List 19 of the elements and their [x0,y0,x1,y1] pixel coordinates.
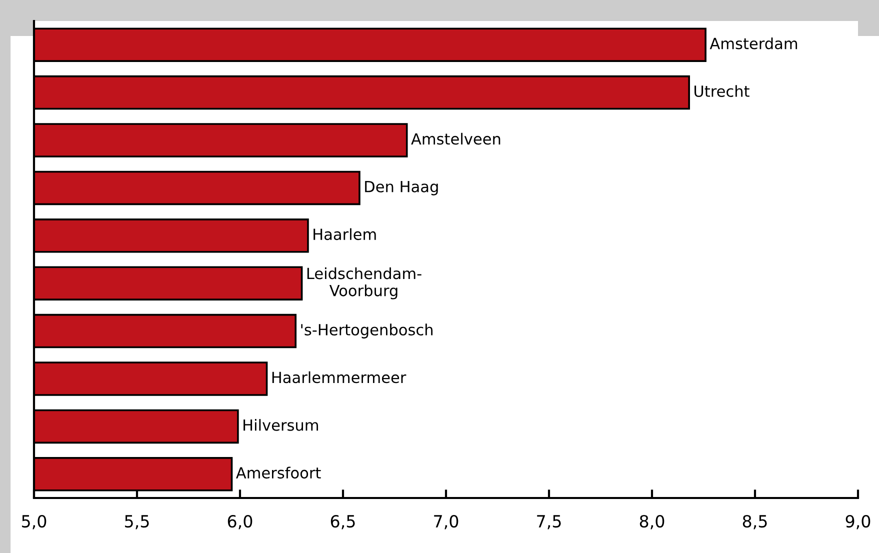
y-tick-label: Haarlemmermeer [272,371,406,384]
x-tick-label: 5,0 [22,514,46,530]
y-tick-label: Leidschendam- Voorburg [307,267,422,300]
y-tick-label: Utrecht [694,85,750,97]
x-tick-label: 5,5 [125,515,149,530]
x-tick-label: 8,5 [742,514,767,530]
x-tick-label: 9,0 [846,514,870,530]
x-tick-label: 6,5 [330,514,355,530]
x-tick-label: 8,0 [640,514,664,530]
y-tick-label: Den Haag [365,181,438,196]
x-tick-label: 6,0 [228,514,252,530]
y-tick-label: Amsterdam [710,37,798,50]
y-tick-label: Amersfoort [236,466,321,479]
y-tick-label: 's-Hertogenbosch [301,324,432,338]
x-tick-label: 7,5 [537,515,561,530]
x-tick-label: 7,0 [434,514,458,530]
y-tick-label: Haarlem [314,228,376,240]
y-tick-label: Amstelveen [411,132,500,145]
y-tick-label: Hilversum [244,419,318,431]
